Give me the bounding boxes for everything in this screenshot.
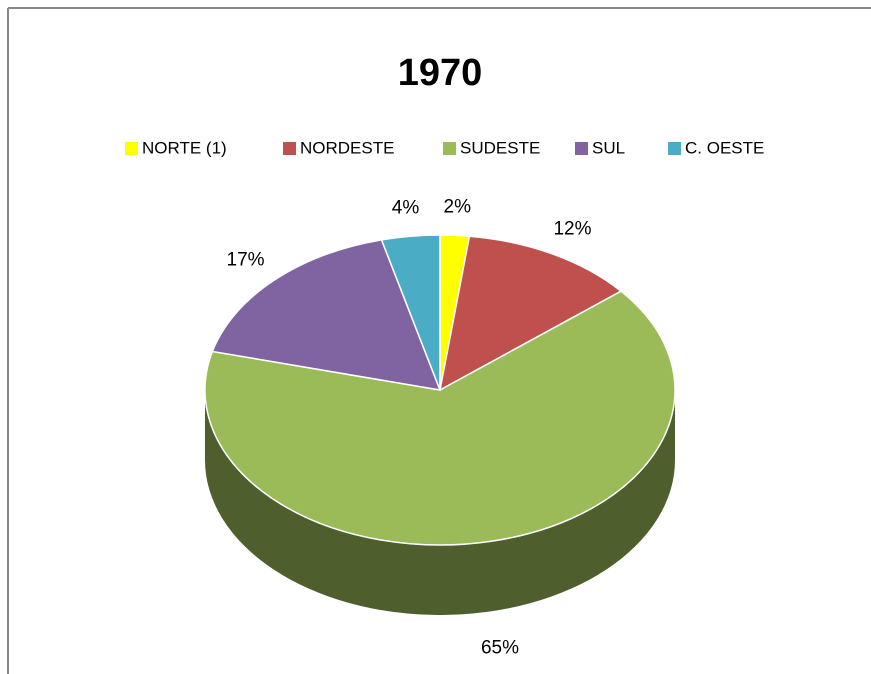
legend-swatch bbox=[575, 142, 588, 155]
legend-swatch bbox=[283, 142, 296, 155]
legend-swatch bbox=[443, 142, 456, 155]
legend-label: C. OESTE bbox=[685, 138, 764, 157]
pie-sides bbox=[205, 390, 675, 615]
chart-title: 1970 bbox=[398, 52, 483, 94]
slice-side bbox=[205, 390, 675, 615]
slice bbox=[211, 239, 442, 391]
slice bbox=[438, 235, 623, 392]
slice bbox=[204, 290, 676, 546]
data-label: 4% bbox=[392, 197, 420, 218]
data-label: 65% bbox=[481, 638, 519, 659]
data-label: 2% bbox=[444, 196, 472, 217]
data-label: 17% bbox=[227, 250, 265, 271]
legend-label: SUDESTE bbox=[460, 138, 540, 157]
legend-label: SUL bbox=[592, 138, 625, 157]
legend-label: NORDESTE bbox=[300, 138, 394, 157]
legend-label: NORTE (1) bbox=[142, 138, 227, 157]
slice bbox=[380, 234, 441, 391]
legend-swatch bbox=[668, 142, 681, 155]
legend-swatch bbox=[125, 142, 138, 155]
data-label: 12% bbox=[553, 219, 591, 240]
pie-tops bbox=[204, 234, 676, 546]
